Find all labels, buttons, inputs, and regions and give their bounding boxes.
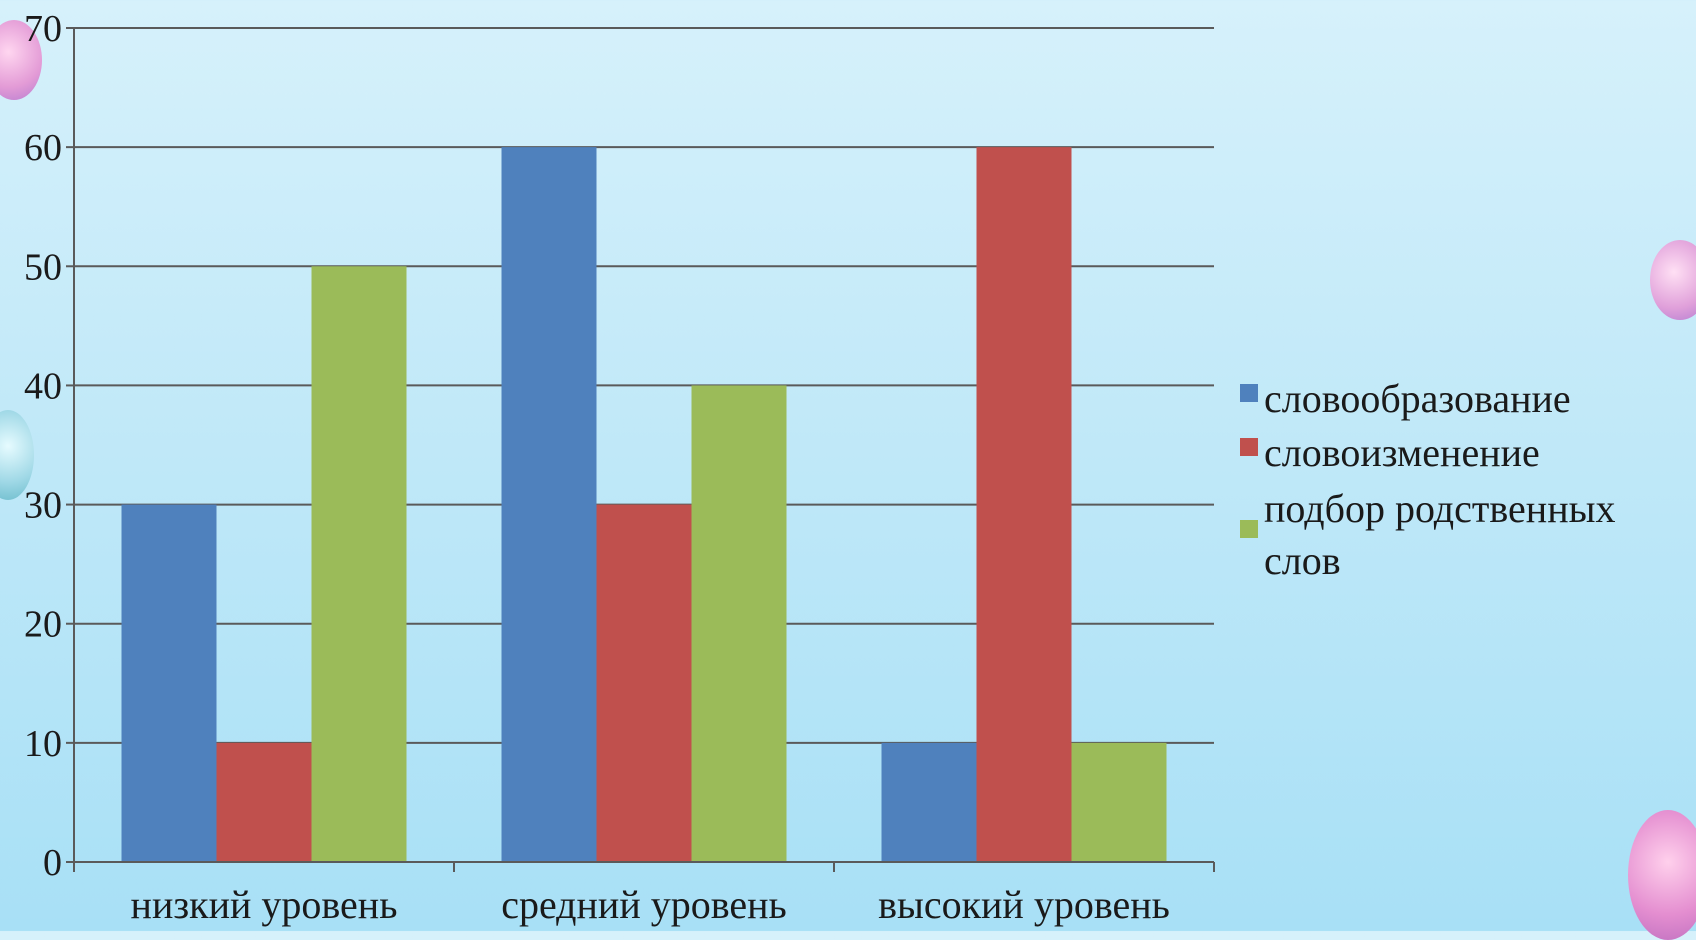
- bar: [596, 504, 692, 862]
- legend-swatch: [1240, 520, 1258, 538]
- x-category-label: средний уровень: [501, 882, 787, 927]
- y-tick-label: 0: [43, 842, 62, 884]
- cartoon-character-decoration-right: [1650, 240, 1696, 320]
- bar: [216, 742, 312, 862]
- y-tick-label: 10: [24, 723, 62, 765]
- y-tick-label: 20: [24, 604, 62, 646]
- bars: [121, 147, 1167, 863]
- legend-label: словообразование: [1264, 376, 1571, 421]
- y-tick-label: 30: [24, 485, 62, 527]
- x-category-label: высокий уровень: [878, 882, 1170, 927]
- legend-label: словоизменение: [1264, 430, 1540, 475]
- bar: [121, 504, 217, 862]
- bar: [501, 147, 597, 863]
- axes: [66, 27, 1215, 872]
- legend: словообразование словоизменение подбор род…: [1240, 376, 1615, 583]
- bar: [881, 742, 977, 862]
- y-axis-tick-labels: 0 10 20 30 40 50 60 70: [24, 8, 62, 884]
- y-tick-label: 70: [24, 8, 62, 50]
- legend-label: подбор родственных слов: [1264, 486, 1615, 583]
- bar: [691, 385, 787, 862]
- y-tick-label: 60: [24, 127, 62, 169]
- x-category-label: низкий уровень: [131, 882, 398, 927]
- x-axis-category-labels: низкий уровень средний уровень высокий уро…: [131, 882, 1170, 927]
- y-tick-label: 40: [24, 365, 62, 407]
- bar: [1071, 742, 1167, 862]
- legend-swatch: [1240, 384, 1258, 402]
- bar: [311, 266, 407, 862]
- bar: [976, 147, 1072, 863]
- y-tick-label: 50: [24, 246, 62, 288]
- legend-swatch: [1240, 438, 1258, 456]
- cartoon-character-decoration-bottom-right: [1628, 810, 1696, 940]
